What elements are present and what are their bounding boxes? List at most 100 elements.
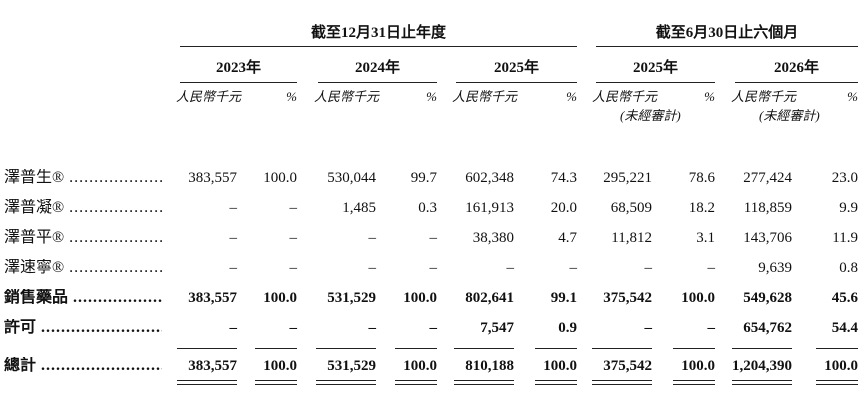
cell: – (707, 260, 716, 276)
cell: 602,348 (465, 170, 514, 186)
cell: 100.0 (263, 290, 297, 306)
period-year: 2023年 (215, 60, 261, 76)
cell: 277,424 (743, 170, 792, 186)
cell: 0.9 (558, 320, 577, 336)
cell: – (368, 230, 377, 246)
cell: 99.7 (410, 170, 437, 186)
cell: 0.8 (839, 260, 858, 276)
cell: 383,557 (188, 290, 237, 306)
subtotal-rule (255, 348, 297, 349)
cell: 18.2 (688, 200, 715, 216)
subtotal-rule (816, 348, 858, 349)
cell: 1,204,390 (732, 358, 792, 374)
total-rule (316, 384, 376, 385)
total-rule (454, 380, 514, 381)
cell: 143,706 (743, 230, 792, 246)
cell: 100.0 (263, 170, 297, 186)
cell: 654,762 (743, 320, 792, 336)
cell: 100.0 (403, 290, 437, 306)
cell: 9,639 (758, 260, 792, 276)
cell: 3.1 (696, 230, 715, 246)
cell: 1,485 (342, 200, 376, 216)
unit-note: (未經審計) (620, 108, 681, 123)
row-label: 澤普生® (4, 169, 162, 187)
cell: – (644, 260, 653, 276)
cell: 383,557 (188, 170, 237, 186)
unit-percent: % (426, 89, 437, 104)
total-rule (177, 384, 237, 385)
cell: 45.6 (831, 290, 858, 306)
cell: – (429, 230, 438, 246)
cell: 38,380 (472, 230, 514, 246)
cell: – (289, 320, 298, 336)
cell: – (506, 260, 515, 276)
row-label: 許可 (4, 319, 162, 337)
cell: 78.6 (688, 170, 715, 186)
row-label: 銷售藥品 (4, 289, 162, 307)
total-rule (816, 384, 858, 385)
unit-percent: % (286, 89, 297, 104)
cell: 375,542 (603, 358, 652, 374)
cell: 118,859 (743, 200, 792, 216)
cell: 100.0 (403, 358, 437, 374)
total-rule (816, 380, 858, 381)
row-label: 總計 (4, 357, 162, 375)
group-title: 截至6月30日止六個月 (655, 25, 799, 41)
period-rule (456, 82, 577, 83)
cell: – (644, 320, 653, 336)
total-rule (535, 384, 577, 385)
period-rule (180, 82, 297, 83)
total-rule (535, 380, 577, 381)
cell: 23.0 (831, 170, 858, 186)
total-rule (592, 380, 652, 381)
subtotal-rule (177, 348, 237, 349)
subtotal-rule (395, 348, 437, 349)
cell: – (229, 320, 238, 336)
total-rule (454, 384, 514, 385)
total-rule (316, 380, 376, 381)
cell: – (429, 320, 438, 336)
unit-amount: 人民幣千元 (314, 89, 380, 104)
period-rule (318, 82, 437, 83)
cell: 4.7 (558, 230, 577, 246)
cell: 810,188 (465, 358, 514, 374)
subtotal-rule (535, 348, 577, 349)
cell: 100.0 (263, 358, 297, 374)
cell: 74.3 (550, 170, 577, 186)
total-rule (255, 380, 297, 381)
cell: 375,542 (603, 290, 652, 306)
subtotal-rule (592, 348, 652, 349)
cell: 11,812 (611, 230, 652, 246)
cell: 295,221 (603, 170, 652, 186)
cell: 9.9 (839, 200, 858, 216)
unit-percent: % (847, 89, 858, 104)
cell: – (289, 230, 298, 246)
unit-note: (未經審計) (759, 108, 820, 123)
cell: 530,044 (327, 170, 376, 186)
cell: 99.1 (550, 290, 577, 306)
total-rule (395, 384, 437, 385)
cell: 100.0 (543, 358, 577, 374)
cell: 7,547 (480, 320, 514, 336)
period-rule (596, 82, 715, 83)
cell: 0.3 (418, 200, 437, 216)
cell: – (569, 260, 578, 276)
cell: – (368, 320, 377, 336)
cell: – (707, 320, 716, 336)
cell: – (289, 200, 298, 216)
period-year: 2024年 (354, 60, 400, 76)
cell: 531,529 (327, 290, 376, 306)
period-year: 2025年 (493, 60, 539, 76)
total-rule (177, 380, 237, 381)
cell: 100.0 (681, 358, 715, 374)
cell: – (229, 260, 238, 276)
unit-percent: % (704, 89, 715, 104)
cell: – (229, 230, 238, 246)
subtotal-rule (316, 348, 376, 349)
row-label: 澤普平® (4, 229, 162, 247)
cell: 802,641 (465, 290, 514, 306)
period-rule (735, 82, 858, 83)
subtotal-rule (454, 348, 514, 349)
total-rule (592, 384, 652, 385)
